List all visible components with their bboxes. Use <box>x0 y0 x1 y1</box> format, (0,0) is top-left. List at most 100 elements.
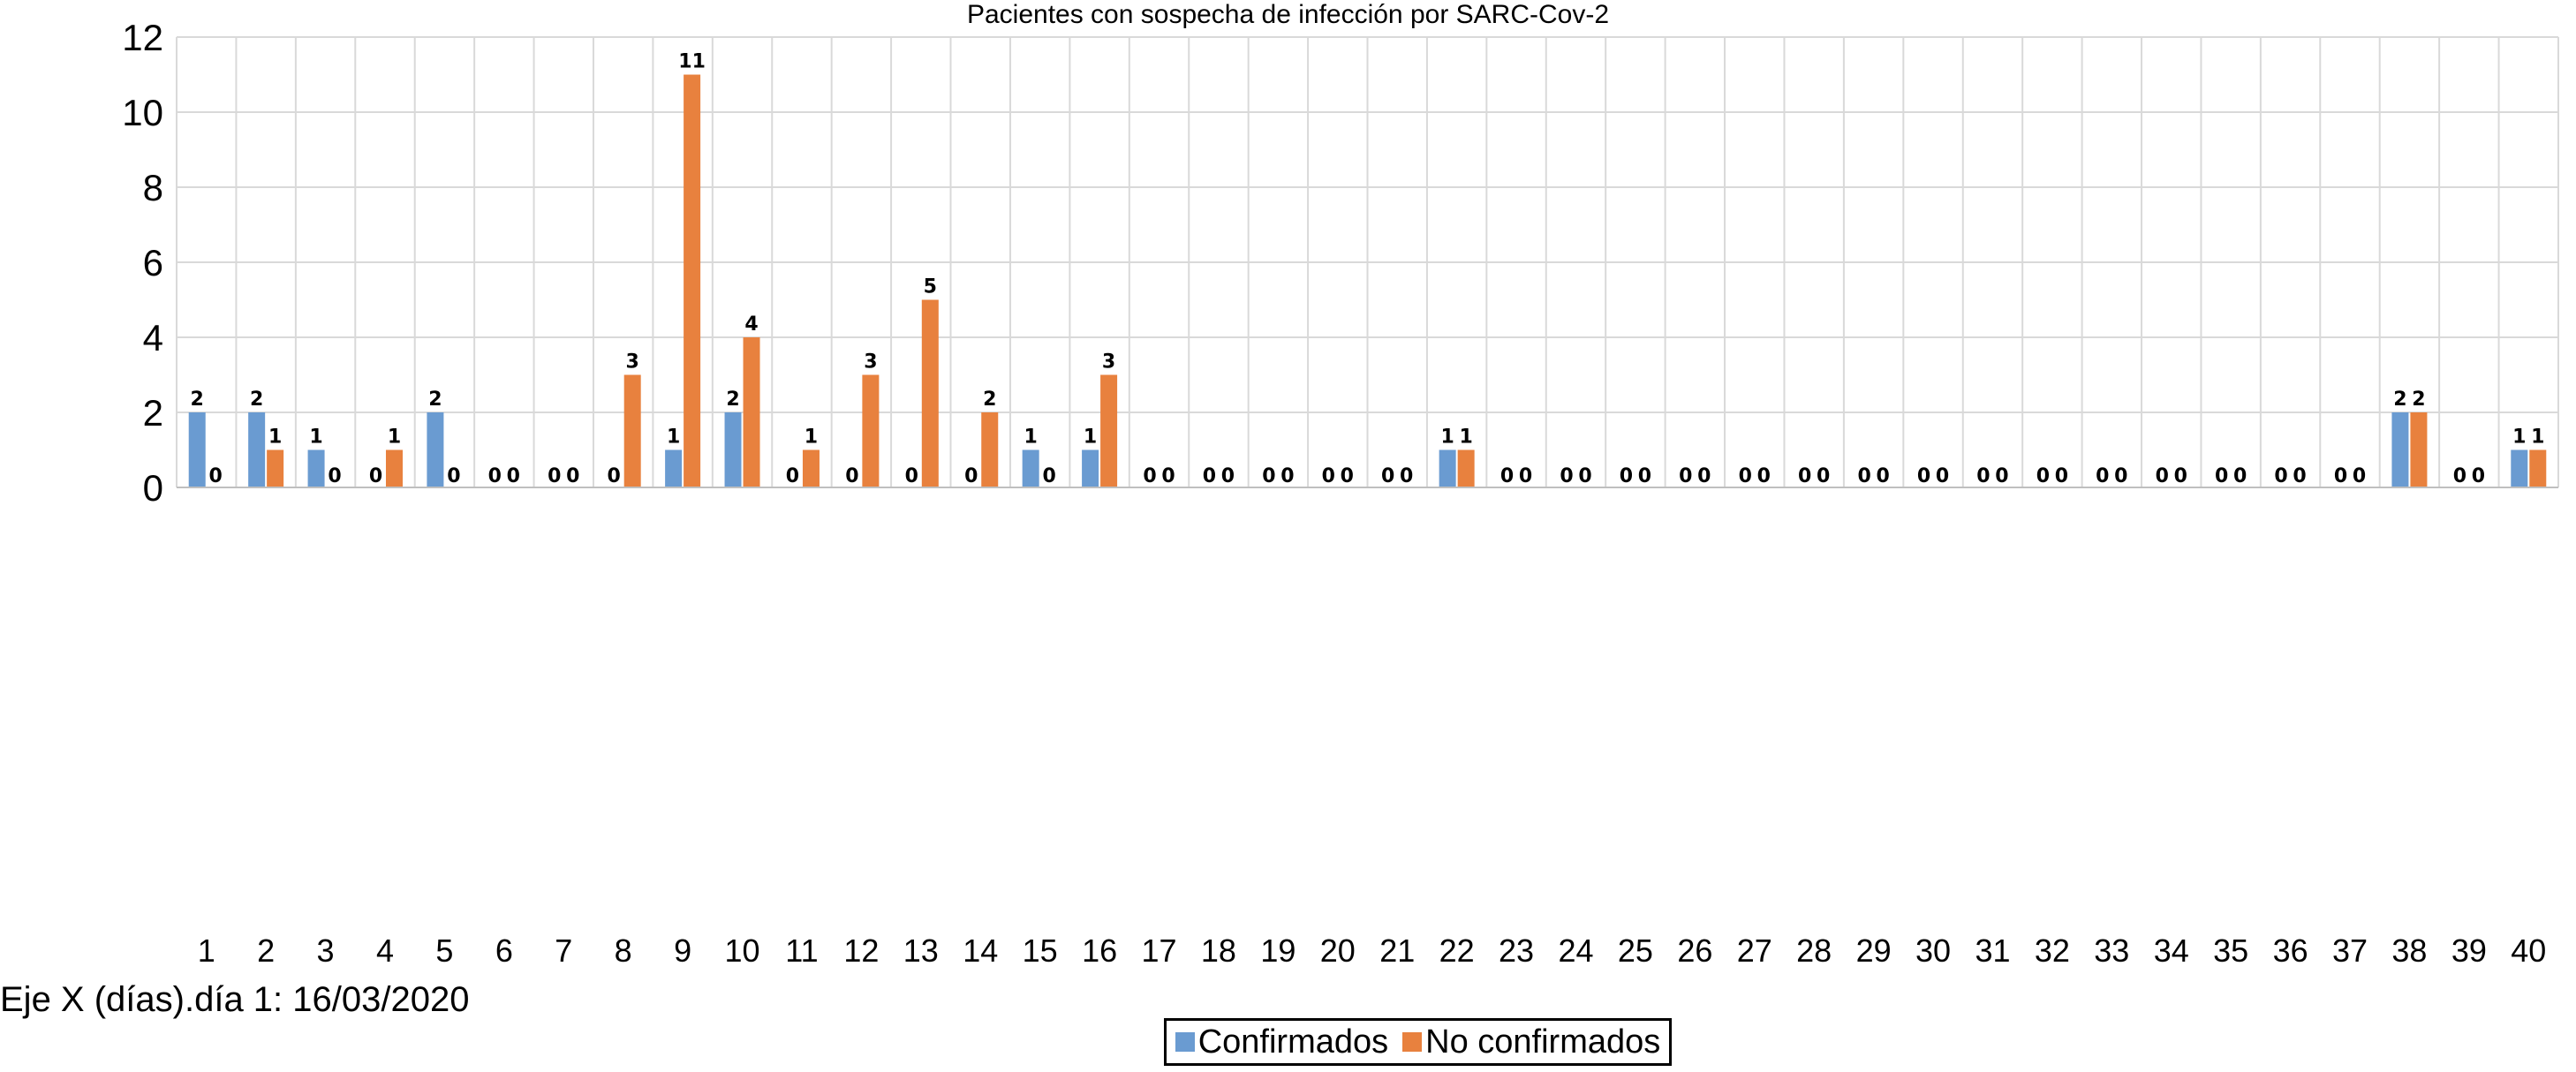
x-tick-label: 8 <box>615 932 632 969</box>
x-tick-label: 17 <box>1141 932 1176 969</box>
x-tick-label: 33 <box>2094 932 2129 969</box>
data-label-confirmados-35: 0 <box>2215 465 2228 487</box>
y-tick-label: 2 <box>143 392 163 434</box>
x-tick-label: 1 <box>198 932 215 969</box>
data-label-no-confirmados-5: 0 <box>447 465 460 487</box>
bar-no-confirmados-11 <box>802 449 820 487</box>
data-label-no-confirmados-26: 0 <box>1697 465 1711 487</box>
x-tick-label: 32 <box>2035 932 2070 969</box>
legend-item-confirmados: Confirmados <box>1175 1023 1388 1061</box>
data-label-no-confirmados-19: 0 <box>1280 465 1294 487</box>
y-tick-label: 12 <box>122 17 163 58</box>
data-label-no-confirmados-22: 1 <box>1459 427 1472 449</box>
bar-confirmados-9 <box>665 449 683 487</box>
data-label-no-confirmados-32: 0 <box>2055 465 2068 487</box>
data-label-confirmados-38: 2 <box>2393 389 2406 411</box>
data-label-no-confirmados-10: 4 <box>744 313 758 336</box>
y-tick-label: 4 <box>143 317 163 359</box>
x-tick-label: 30 <box>1915 932 1951 969</box>
bar-no-confirmados-22 <box>1457 449 1475 487</box>
x-tick-label: 20 <box>1320 932 1356 969</box>
data-label-no-confirmados-6: 0 <box>507 465 520 487</box>
data-label-confirmados-3: 1 <box>309 427 322 449</box>
data-label-no-confirmados-31: 0 <box>1995 465 2008 487</box>
data-label-confirmados-12: 0 <box>845 465 858 487</box>
data-label-no-confirmados-40: 1 <box>2531 427 2544 449</box>
data-label-confirmados-25: 0 <box>1620 465 1633 487</box>
data-label-confirmados-2: 2 <box>250 389 263 411</box>
legend-label-no-confirmados: No confirmados <box>1425 1023 1661 1061</box>
x-tick-label: 22 <box>1439 932 1475 969</box>
data-label-confirmados-9: 1 <box>667 427 680 449</box>
x-tick-label: 11 <box>785 932 818 969</box>
grid-layer <box>176 36 2559 488</box>
data-label-confirmados-24: 0 <box>1560 465 1573 487</box>
legend-swatch-no-confirmados <box>1402 1032 1423 1052</box>
data-label-confirmados-27: 0 <box>1739 465 1752 487</box>
data-label-no-confirmados-7: 0 <box>566 465 579 487</box>
x-tick-label: 40 <box>2511 932 2546 969</box>
x-tick-label: 13 <box>903 932 939 969</box>
data-label-confirmados-7: 0 <box>548 465 561 487</box>
y-tick-label: 8 <box>143 167 163 208</box>
x-tick-label: 35 <box>2213 932 2248 969</box>
bar-no-confirmados-38 <box>2410 412 2428 487</box>
bar-confirmados-3 <box>307 449 325 487</box>
bar-no-confirmados-4 <box>385 449 403 487</box>
data-label-confirmados-37: 0 <box>2334 465 2347 487</box>
legend: Confirmados No confirmados <box>1164 1018 1672 1066</box>
data-label-confirmados-5: 2 <box>428 389 442 411</box>
data-label-no-confirmados-27: 0 <box>1757 465 1771 487</box>
x-tick-label: 25 <box>1618 932 1653 969</box>
x-tick-label: 4 <box>376 932 394 969</box>
data-label-no-confirmados-2: 1 <box>268 427 282 449</box>
x-tick-label: 23 <box>1499 932 1534 969</box>
x-tick-label: 31 <box>1975 932 2010 969</box>
data-label-confirmados-11: 0 <box>786 465 799 487</box>
x-tick-label: 26 <box>1677 932 1712 969</box>
data-label-no-confirmados-23: 0 <box>1519 465 1532 487</box>
x-tick-label: 24 <box>1558 932 1593 969</box>
bar-confirmados-16 <box>1082 449 1099 487</box>
data-label-confirmados-29: 0 <box>1857 465 1870 487</box>
data-label-confirmados-6: 0 <box>488 465 502 487</box>
bar-no-confirmados-16 <box>1100 374 1118 487</box>
x-tick-label: 9 <box>674 932 691 969</box>
data-label-no-confirmados-11: 1 <box>805 427 818 449</box>
legend-label-confirmados: Confirmados <box>1197 1023 1389 1061</box>
data-label-no-confirmados-35: 0 <box>2233 465 2247 487</box>
data-label-no-confirmados-30: 0 <box>1936 465 1949 487</box>
data-label-confirmados-34: 0 <box>2156 465 2169 487</box>
x-tick-label: 12 <box>843 932 879 969</box>
legend-item-no-confirmados: No confirmados <box>1402 1023 1660 1061</box>
y-tick-label: 0 <box>143 467 163 509</box>
data-label-no-confirmados-13: 5 <box>924 276 937 298</box>
data-label-confirmados-23: 0 <box>1500 465 1514 487</box>
data-label-confirmados-15: 1 <box>1024 427 1038 449</box>
bar-no-confirmados-10 <box>743 337 760 487</box>
x-tick-label: 3 <box>317 932 335 969</box>
data-label-confirmados-17: 0 <box>1143 465 1156 487</box>
data-label-confirmados-20: 0 <box>1322 465 1335 487</box>
data-label-confirmados-1: 2 <box>191 389 204 411</box>
y-tick-label: 6 <box>143 242 163 283</box>
bar-no-confirmados-13 <box>921 299 939 487</box>
bar-no-confirmados-9 <box>684 74 701 487</box>
x-tick-label: 16 <box>1082 932 1117 969</box>
bars-layer <box>188 74 2547 487</box>
data-label-no-confirmados-4: 1 <box>388 427 401 449</box>
x-tick-label: 28 <box>1796 932 1832 969</box>
bar-confirmados-15 <box>1022 449 1039 487</box>
data-label-confirmados-26: 0 <box>1679 465 1692 487</box>
data-label-no-confirmados-14: 2 <box>983 389 996 411</box>
data-label-confirmados-36: 0 <box>2274 465 2287 487</box>
data-label-no-confirmados-29: 0 <box>1876 465 1889 487</box>
bar-confirmados-38 <box>2391 412 2409 487</box>
data-label-confirmados-10: 2 <box>726 389 739 411</box>
legend-swatch-confirmados <box>1175 1032 1195 1052</box>
data-label-no-confirmados-33: 0 <box>2114 465 2127 487</box>
data-label-no-confirmados-17: 0 <box>1161 465 1175 487</box>
data-label-no-confirmados-12: 3 <box>864 351 877 374</box>
data-label-no-confirmados-25: 0 <box>1638 465 1651 487</box>
